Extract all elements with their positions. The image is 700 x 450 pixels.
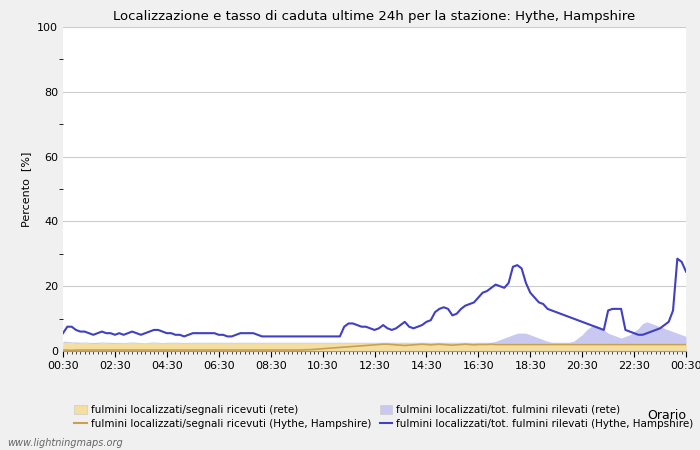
- Y-axis label: Percento  [%]: Percento [%]: [22, 151, 32, 227]
- Text: Orario: Orario: [647, 410, 686, 422]
- Text: www.lightningmaps.org: www.lightningmaps.org: [7, 438, 122, 448]
- Title: Localizzazione e tasso di caduta ultime 24h per la stazione: Hythe, Hampshire: Localizzazione e tasso di caduta ultime …: [113, 10, 636, 23]
- Legend: fulmini localizzati/segnali ricevuti (rete), fulmini localizzati/segnali ricevut: fulmini localizzati/segnali ricevuti (re…: [74, 405, 694, 429]
